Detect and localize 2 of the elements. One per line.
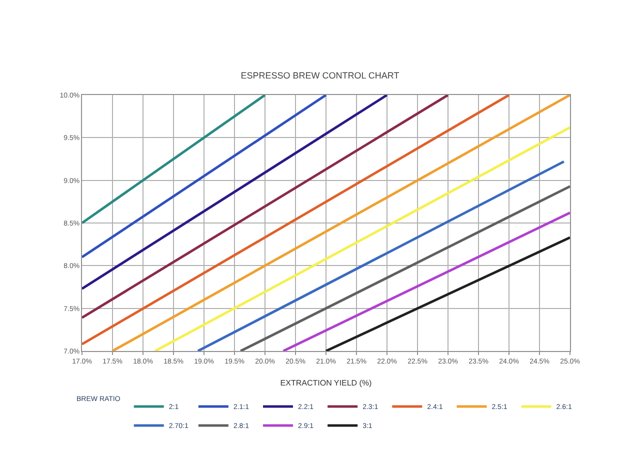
x-axis-title: EXTRACTION YIELD (%) xyxy=(280,378,372,388)
chart-title: ESPRESSO BREW CONTROL CHART xyxy=(240,70,400,81)
